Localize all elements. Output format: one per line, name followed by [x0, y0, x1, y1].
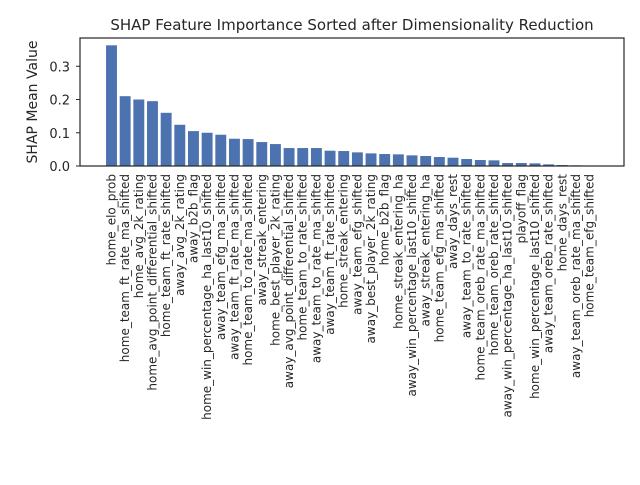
y-ticks-group: 0.0 0.1 0.2 0.3 [49, 60, 80, 175]
bar-away_team_to_rate_ma_shifted [311, 148, 322, 166]
x-tick-label: home_streak_entering_ha [391, 174, 405, 329]
x-tick-label: away_team_oreb_rate_shifted [542, 174, 556, 353]
bar-away_team_efg_ma_shifted [215, 135, 226, 166]
x-tick-label: home_team_ft_rate_ma_shifted [118, 174, 132, 362]
x-tick-label: away_streak_entering_ha [419, 174, 433, 326]
y-tick-label: 0.1 [49, 127, 70, 142]
x-tick-label: home_streak_entering [337, 174, 351, 308]
bar-home_team_ft_rate_ma_shifted [120, 96, 131, 166]
x-tick-label: home_best_player_2k_rating [268, 174, 282, 346]
x-tick-label: away_win_percentage_ha_last10_shifted [501, 174, 515, 417]
x-tick-label: home_win_percentage_ha_last10_shifted [200, 174, 214, 420]
chart-title: SHAP Feature Importance Sorted after Dim… [110, 16, 593, 34]
x-tick-label: away_avg_2k_rating [173, 174, 187, 296]
bar-away_streak_entering [256, 142, 267, 166]
y-tick-label: 0.3 [49, 60, 70, 75]
x-tick-label: home_b2b_flag [378, 174, 392, 265]
x-tick-label: home_elo_prob [105, 174, 119, 265]
bar-away_days_rest [448, 158, 459, 166]
bar-away_best_player_2k_rating [366, 153, 377, 166]
bar-home_team_to_rate_shifted [297, 148, 308, 166]
x-tick-label: home_team_efg_shifted [583, 174, 597, 317]
bar-home_streak_entering_ha [393, 154, 404, 166]
bar-home_team_ft_rate_shifted [161, 113, 172, 166]
bar-away_b2b_flag [188, 131, 199, 166]
x-tick-label: away_avg_point_differential_shifted [282, 174, 296, 388]
bar-home_team_oreb_rate_ma_shifted [475, 160, 486, 166]
y-tick-label: 0.0 [49, 160, 70, 175]
x-tick-label: home_win_percentage_last10_shifted [528, 174, 542, 399]
bar-away_streak_entering_ha [420, 156, 431, 166]
bar-home_avg_point_differential_shifted [147, 101, 158, 166]
x-tick-label: away_win_percentage_last10_shifted [405, 174, 419, 397]
bar-home_avg_2k_rating [133, 100, 144, 166]
x-tick-label: home_team_to_rate_ma_shifted [241, 174, 255, 366]
x-tick-label: away_team_efg_ma_shifted [214, 174, 228, 340]
bars-group [106, 45, 595, 166]
bar-away_avg_2k_rating [174, 125, 185, 166]
bar-home_streak_entering [338, 151, 349, 166]
x-tick-label: home_avg_point_differential_shifted [145, 174, 159, 391]
x-tick-label: away_team_to_rate_ma_shifted [309, 174, 323, 363]
bar-home_b2b_flag [379, 154, 390, 166]
bar-home_team_to_rate_ma_shifted [243, 139, 254, 166]
bar-home_win_percentage_ha_last10_shifted [202, 133, 213, 166]
bar-home_elo_prob [106, 45, 117, 166]
x-tick-label: away_days_rest [446, 174, 460, 269]
bar-away_team_efg_shifted [352, 152, 363, 166]
bar-away_team_ft_rate_shifted [325, 151, 336, 166]
x-tick-label: home_team_ft_rate_shifted [159, 174, 173, 337]
y-tick-label: 0.2 [49, 94, 70, 109]
x-tick-label: home_team_to_rate_shifted [296, 174, 310, 340]
x-tick-label: playoff_flag [514, 174, 528, 244]
bar-away_avg_point_differential_shifted [284, 148, 295, 166]
bar-away_win_percentage_last10_shifted [407, 155, 418, 166]
x-tick-label: home_avg_2k_rating [132, 174, 146, 298]
x-tick-label: home_team_oreb_rate_ma_shifted [473, 174, 487, 381]
x-tick-label: away_team_efg_shifted [350, 174, 364, 315]
x-tick-label: away_team_ft_rate_ma_shifted [227, 174, 241, 360]
x-tick-label: home_team_efg_ma_shifted [432, 174, 446, 342]
x-tick-label: away_b2b_flag [186, 174, 200, 263]
x-tick-label: away_team_ft_rate_shifted [323, 174, 337, 335]
x-tick-label: away_team_to_rate_shifted [460, 174, 474, 338]
y-axis-label: SHAP Mean Value [25, 41, 41, 164]
bar-home_team_efg_ma_shifted [434, 157, 445, 166]
bar-home_best_player_2k_rating [270, 144, 281, 166]
x-tick-label: away_streak_entering [255, 174, 269, 306]
bar-away_team_to_rate_shifted [461, 159, 472, 166]
bar-home_team_oreb_rate_shifted [489, 160, 500, 166]
x-tick-label: away_best_player_2k_rating [364, 174, 378, 343]
x-tick-label: away_team_oreb_rate_ma_shifted [569, 174, 583, 378]
x-tick-label: home_days_rest [555, 174, 569, 272]
bar-away_team_ft_rate_ma_shifted [229, 139, 240, 166]
x-tick-label: home_team_oreb_rate_shifted [487, 174, 501, 355]
